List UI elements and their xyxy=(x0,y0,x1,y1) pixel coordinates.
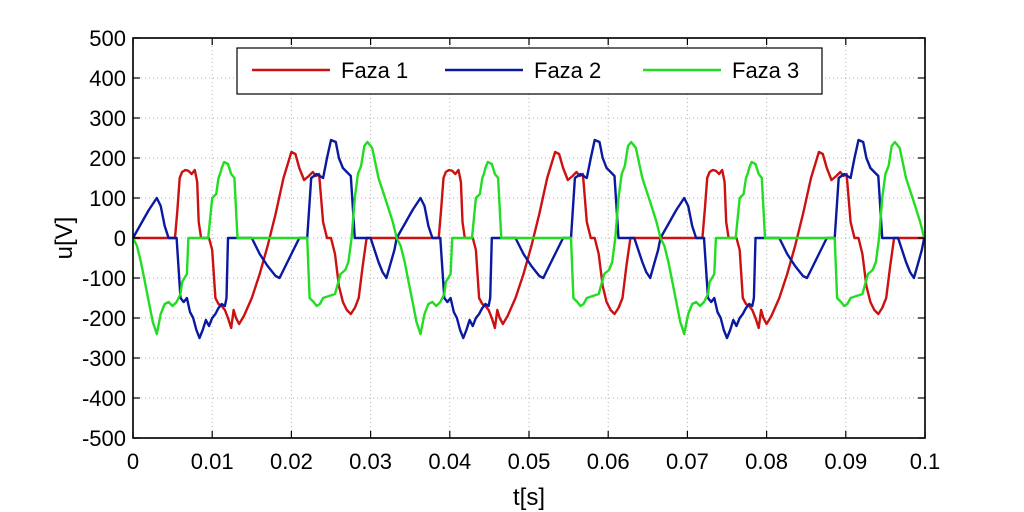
x-tick-label: 0.1 xyxy=(910,449,941,474)
series-group xyxy=(131,138,926,340)
legend-label-faza-2: Faza 2 xyxy=(534,58,601,83)
x-tick-label: 0.09 xyxy=(824,449,867,474)
x-tick-label: 0 xyxy=(127,449,139,474)
x-tick-label: 0.07 xyxy=(666,449,709,474)
y-tick-label: -300 xyxy=(82,346,126,371)
x-tick-label: 0.06 xyxy=(587,449,630,474)
x-tick-label: 0.03 xyxy=(349,449,392,474)
x-tick-label: 0.02 xyxy=(270,449,313,474)
series-line-faza-3 xyxy=(131,140,926,336)
legend-label-faza-1: Faza 1 xyxy=(341,58,408,83)
y-tick-label: -100 xyxy=(82,266,126,291)
y-tick-label: -500 xyxy=(82,426,126,451)
x-tick-label: 0.01 xyxy=(191,449,234,474)
y-tick-label: 500 xyxy=(89,26,126,51)
y-tick-label: -200 xyxy=(82,306,126,331)
legend-box xyxy=(236,47,823,95)
axis-ticks: 0 0.01 0.02 0.03 0.04 0.05 0.06 0.07 0.08 0.09 0.1… xyxy=(82,26,940,474)
legend: Faza 1 Faza 2 Faza 3 xyxy=(236,47,823,95)
y-tick-label: 300 xyxy=(89,106,126,131)
y-tick-label: 200 xyxy=(89,146,126,171)
x-tick-label: 0.05 xyxy=(508,449,551,474)
y-tick-label: 100 xyxy=(89,186,126,211)
y-tick-label: -400 xyxy=(82,386,126,411)
legend-label-faza-3: Faza 3 xyxy=(732,58,799,83)
x-tick-label: 0.08 xyxy=(745,449,788,474)
series-line-faza-1 xyxy=(133,150,925,330)
x-tick-label: 0.04 xyxy=(428,449,471,474)
y-tick-label: 0 xyxy=(114,226,126,251)
y-tick-label: 400 xyxy=(89,66,126,91)
y-axis-label: u[V] xyxy=(51,217,78,260)
x-axis-label: t[s] xyxy=(513,484,545,511)
